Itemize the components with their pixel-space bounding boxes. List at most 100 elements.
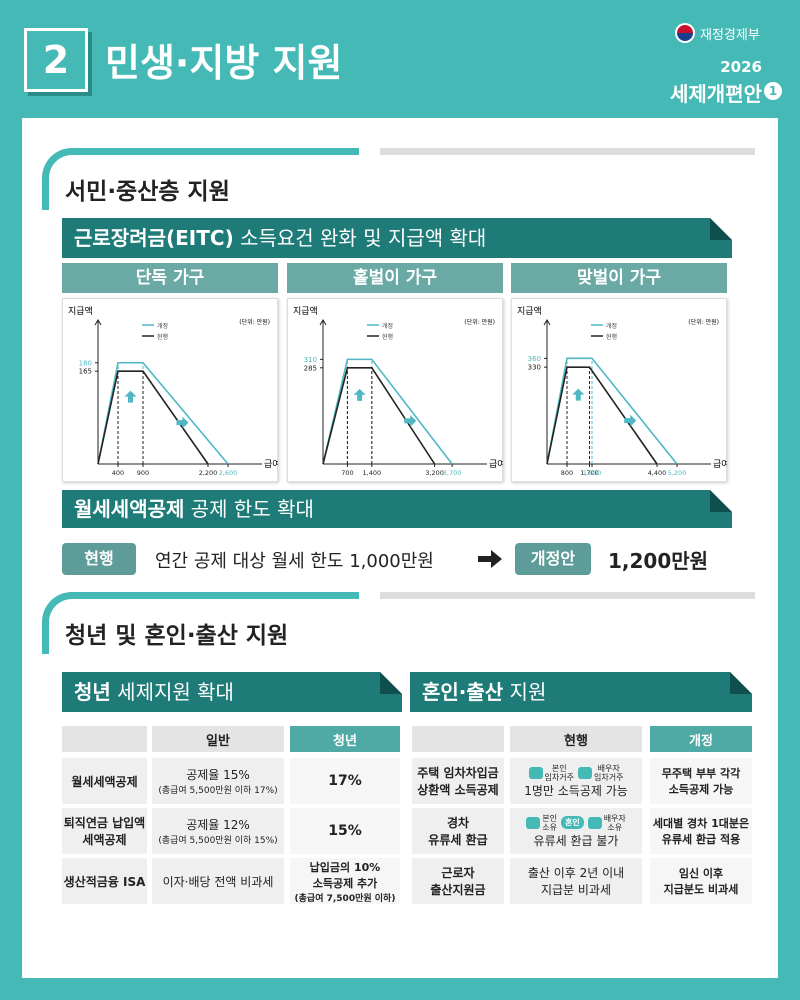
x-axis-label: 급여액 bbox=[264, 458, 278, 470]
series-line bbox=[322, 367, 436, 465]
y-tick-label: 360 bbox=[528, 355, 541, 363]
icon-label: 배우자 임차거주 bbox=[594, 763, 624, 782]
legend-label: 개정 bbox=[606, 322, 617, 330]
y-tick-label: 330 bbox=[528, 364, 541, 372]
row-label: 근로자 출산지원금 bbox=[412, 858, 504, 904]
icon-label: 본인 임차거주 bbox=[544, 763, 574, 782]
banner-text: 소득요건 완화 및 지급액 확대 bbox=[233, 226, 487, 250]
x-tick-label: 800 bbox=[561, 469, 573, 477]
unit: (단위: 만원) bbox=[464, 318, 495, 326]
banner-text: 지원 bbox=[503, 680, 547, 704]
up-arrow bbox=[353, 388, 366, 401]
revised-text: 1,200만원 bbox=[608, 549, 709, 573]
ministry-logo bbox=[675, 23, 695, 43]
chart-header: 맞벌이 가구 bbox=[511, 263, 727, 293]
icon-row: 본인 소유 혼인 배우자 소유 bbox=[526, 814, 626, 832]
banner: 근로장려금(EITC) 소득요건 완화 및 지급액 확대 bbox=[62, 218, 732, 258]
youth-cell: 17% bbox=[290, 758, 400, 804]
unit: (단위: 만원) bbox=[239, 318, 270, 326]
header-cell bbox=[62, 726, 147, 752]
section-tab bbox=[42, 592, 359, 654]
revised-tag: 개정안 bbox=[515, 543, 591, 575]
general-cell: 이자·배당 전액 비과세 bbox=[152, 858, 284, 904]
youth-text: 17% bbox=[328, 773, 362, 789]
general-note: (총급여 5,500만원 이하 17%) bbox=[158, 786, 278, 796]
row-label: 월세세액공제 bbox=[62, 758, 147, 804]
icon-item: 본인 소유 bbox=[526, 814, 557, 832]
right-arrow bbox=[624, 414, 637, 427]
y-axis-label: 지급액 bbox=[68, 305, 93, 317]
icon-item: 본인 임차거주 bbox=[528, 763, 574, 782]
revised-cell: 무주택 부부 각각 소득공제 가능 bbox=[650, 758, 752, 804]
x-tick-label: 4,400 bbox=[648, 469, 667, 477]
banner-text: 세제지원 확대 bbox=[110, 680, 234, 704]
series-line bbox=[322, 358, 453, 465]
x-tick-label: 1,700 bbox=[580, 469, 599, 477]
general-note: (총급여 5,500만원 이하 15%) bbox=[158, 836, 278, 846]
current-text: 1명만 소득공제 가능 bbox=[524, 783, 628, 798]
subtitle: 세제개편안 bbox=[670, 82, 762, 106]
general-cell: 공제율 12% (총급여 5,500만원 이하 15%) bbox=[152, 808, 284, 854]
header-cell: 일반 bbox=[152, 726, 284, 752]
x-tick-label: 900 bbox=[137, 469, 149, 477]
axis-arrow bbox=[94, 319, 102, 326]
legend-label: 개정 bbox=[157, 322, 168, 330]
section-tab bbox=[42, 148, 359, 210]
series-line bbox=[97, 370, 209, 465]
x-tick-label: 3,200 bbox=[425, 469, 444, 477]
icon-row: 본인 임차거주 배우자 임차거주 bbox=[528, 763, 623, 782]
row-label: 주택 임차차입금 상환액 소득공제 bbox=[412, 758, 504, 804]
row-label: 퇴직연금 납입액 세액공제 bbox=[62, 808, 147, 854]
y-tick-label: 310 bbox=[304, 356, 317, 364]
icon bbox=[528, 766, 543, 779]
section-number: 2 bbox=[24, 28, 88, 92]
youth-text: 납입금의 10% 소득공제 추가 bbox=[309, 860, 381, 890]
header-cell: 청년 bbox=[290, 726, 400, 752]
icon-item: 배우자 소유 bbox=[587, 813, 626, 832]
chart-header: 홑벌이 가구 bbox=[287, 263, 503, 293]
legend-label: 현행 bbox=[157, 333, 168, 341]
general-text: 공제율 12% bbox=[186, 818, 250, 832]
series-line bbox=[546, 357, 678, 465]
icon bbox=[526, 816, 541, 829]
legend-label: 현행 bbox=[382, 333, 393, 341]
icon-item: 배우자 임차거주 bbox=[578, 764, 623, 782]
revised-cell: 임신 이후 지급분도 비과세 bbox=[650, 858, 752, 904]
legend-label: 개정 bbox=[382, 322, 393, 330]
general-text: 이자·배당 전액 비과세 bbox=[162, 874, 274, 889]
y-tick-label: 285 bbox=[304, 364, 317, 372]
up-arrow bbox=[124, 390, 137, 403]
chart-header: 단독 가구 bbox=[62, 263, 278, 293]
header-cell bbox=[412, 726, 504, 752]
x-tick-label: 1,800 bbox=[583, 469, 602, 477]
axis-arrow bbox=[319, 319, 327, 326]
youth-cell: 15% bbox=[290, 808, 400, 854]
current-text: 유류세 환급 불가 bbox=[533, 833, 619, 848]
x-axis-label: 급여액 bbox=[489, 458, 503, 470]
y-axis-label: 지급액 bbox=[293, 305, 318, 317]
current-cell: 출산 이후 2년 이내 지급분 비과세 bbox=[510, 858, 642, 904]
unit: (단위: 만원) bbox=[688, 318, 719, 326]
section-rule bbox=[380, 592, 755, 599]
banner-bold: 월세세액공제 bbox=[74, 497, 185, 521]
right-arrow bbox=[176, 416, 189, 429]
header-cell: 현행 bbox=[510, 726, 642, 752]
x-tick-label: 400 bbox=[112, 469, 124, 477]
current-text: 출산 이후 2년 이내 지급분 비과세 bbox=[527, 866, 625, 897]
general-text: 공제율 15% bbox=[186, 768, 250, 782]
x-tick-label: 2,600 bbox=[219, 469, 238, 477]
icon-label: 배우자 소유 bbox=[603, 813, 626, 832]
arrow bbox=[478, 550, 502, 568]
x-tick-label: 5,200 bbox=[668, 469, 687, 477]
row-label: 경차 유류세 환급 bbox=[412, 808, 504, 854]
series-line bbox=[546, 366, 658, 465]
y-axis-label: 지급액 bbox=[517, 305, 542, 317]
section-title: 청년 및 혼인·출산 지원 bbox=[65, 623, 289, 649]
legend-label: 현행 bbox=[606, 333, 617, 341]
revised-cell: 세대별 경차 1대분은 유류세 환급 적용 bbox=[650, 808, 752, 854]
series-line bbox=[97, 361, 229, 465]
y-tick-label: 165 bbox=[79, 368, 92, 376]
